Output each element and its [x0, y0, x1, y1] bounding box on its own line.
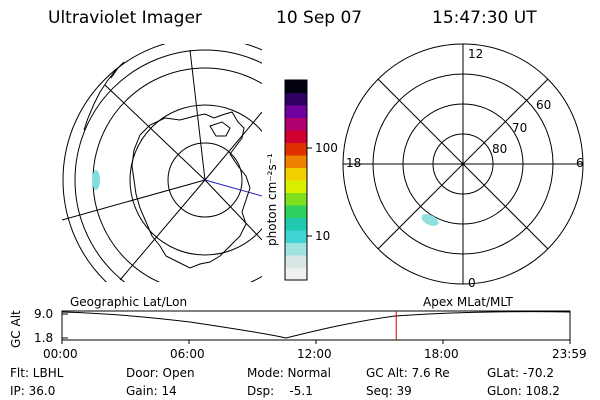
info-filter: Flt: LBHL — [10, 366, 64, 380]
lat-circle — [74, 49, 262, 282]
lon-line — [104, 84, 206, 181]
lon-line — [119, 179, 206, 281]
info-glon: GLon: 108.2 — [487, 384, 560, 398]
geographic-label: Geographic Lat/Lon — [70, 295, 188, 309]
colorbar — [285, 80, 307, 281]
lon-line — [62, 179, 206, 221]
colorbar-segment — [285, 92, 307, 106]
info-gain: Gain: 14 — [126, 384, 177, 398]
colorbar-segment — [285, 80, 307, 93]
colorbar-segment — [285, 230, 307, 243]
mlt-label-0: 0 — [468, 276, 476, 290]
altitude-curve — [61, 311, 571, 339]
time-label: 15:47:30 UT — [432, 8, 537, 28]
lon-line-highlight — [204, 179, 262, 197]
colorbar-segment — [285, 267, 307, 281]
aurora-spot-magnetic — [421, 214, 439, 226]
colorbar-segment — [285, 180, 307, 193]
colorbar-segment — [285, 105, 307, 118]
info-glat: GLat: -70.2 — [487, 366, 554, 380]
info-dsp: Dsp: -5.1 — [247, 384, 313, 398]
colorbar-segment — [285, 205, 307, 218]
strip-ytick-bottom: 1.8 — [34, 331, 54, 345]
info-seq: Seq: 39 — [366, 384, 412, 398]
lat-circle — [129, 104, 262, 256]
strip-xtick-label: 18:00 — [424, 347, 459, 361]
strip-xtick-label: 23:59 — [552, 347, 587, 361]
colorbar-segment — [285, 242, 307, 256]
coast-detail — [110, 61, 125, 79]
mlat-label-60: 60 — [536, 98, 552, 112]
antarctica-coastline — [131, 111, 251, 269]
colorbar-segment — [285, 217, 307, 231]
colorbar-segment — [285, 192, 307, 206]
mlt-label-18: 18 — [346, 156, 362, 170]
colorbar-segment — [285, 117, 307, 131]
colorbar-segment — [285, 142, 307, 156]
instrument-title: Ultraviolet Imager — [48, 8, 202, 28]
mlt-label-6: 6 — [576, 156, 584, 170]
colorbar-segment — [285, 255, 307, 268]
colorbar-segment — [285, 155, 307, 168]
lat-circle — [62, 44, 262, 282]
strip-ytick-top: 9.0 — [34, 307, 54, 321]
colorbar-unit-label: photon cm⁻²s⁻¹ — [265, 153, 279, 246]
coast-detail — [209, 121, 231, 137]
info-door: Door: Open — [126, 366, 195, 380]
lat-circle — [167, 142, 243, 218]
mlat-label-70: 70 — [512, 121, 528, 135]
strip-ylabel: GC Alt — [9, 310, 23, 348]
lon-line — [204, 179, 262, 241]
info-gcalt: GC Alt: 7.6 Re — [366, 366, 450, 380]
strip-frame — [61, 310, 571, 341]
apex-label: Apex MLat/MLT — [423, 295, 513, 309]
colorbar-tick-label: 10 — [315, 229, 331, 243]
mlat-label-80: 80 — [492, 142, 508, 156]
mlt-label-12: 12 — [468, 47, 484, 61]
colorbar-frame — [284, 79, 308, 281]
colorbar-tick-label: 100 — [315, 141, 338, 155]
info-mode: Mode: Normal — [247, 366, 331, 380]
colorbar-segment — [285, 167, 307, 181]
magnetic-polar-plot — [342, 43, 584, 285]
altitude-strip — [61, 310, 571, 344]
mlt-line — [377, 78, 549, 250]
colorbar-segment — [285, 130, 307, 143]
strip-xtick-label: 00:00 — [43, 347, 78, 361]
aurora-spot — [92, 170, 100, 190]
strip-xtick-label: 06:00 — [170, 347, 205, 361]
lon-line — [204, 111, 262, 181]
date-label: 10 Sep 07 — [276, 8, 363, 28]
info-ip: IP: 36.0 — [10, 384, 56, 398]
geographic-map — [62, 44, 262, 282]
strip-xtick-label: 12:00 — [297, 347, 332, 361]
